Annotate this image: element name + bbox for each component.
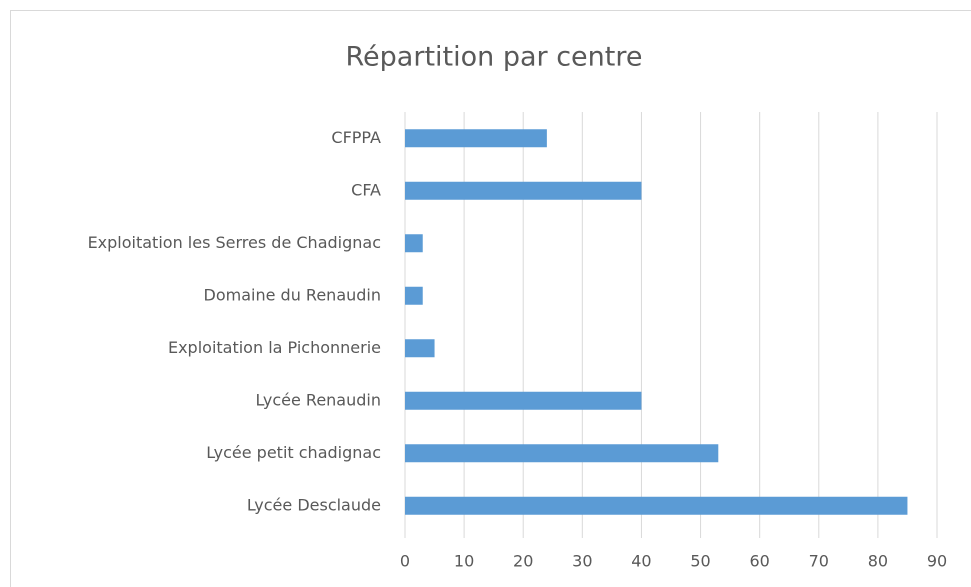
x-tick-label: 50 [690,552,710,571]
bar [405,444,719,463]
bar [405,286,423,305]
bar [405,339,435,358]
bar [405,496,908,515]
x-tick-label: 30 [572,552,592,571]
x-tick-label: 60 [749,552,769,571]
x-tick-label: 80 [868,552,888,571]
bar [405,234,423,253]
bar [405,129,547,148]
x-tick-label: 90 [927,552,947,571]
x-tick-label: 10 [454,552,474,571]
y-tick-label: Exploitation les Serres de Chadignac [88,233,381,252]
bar [405,181,642,200]
y-tick-label: CFPPA [331,128,381,147]
y-tick-label: CFA [351,180,381,199]
y-tick-label: Exploitation la Pichonnerie [168,338,381,357]
y-tick-label: Lycée Desclaude [247,495,381,514]
x-tick-label: 20 [513,552,533,571]
bar [405,391,642,410]
x-tick-label: 0 [400,552,410,571]
chart-frame [10,10,971,587]
x-tick-label: 70 [809,552,829,571]
chart-title: Répartition par centre [346,42,643,73]
y-tick-label: Domaine du Renaudin [204,285,381,304]
y-tick-label: Lycée petit chadignac [206,443,381,462]
x-tick-label: 40 [631,552,651,571]
y-tick-label: Lycée Renaudin [255,390,381,409]
